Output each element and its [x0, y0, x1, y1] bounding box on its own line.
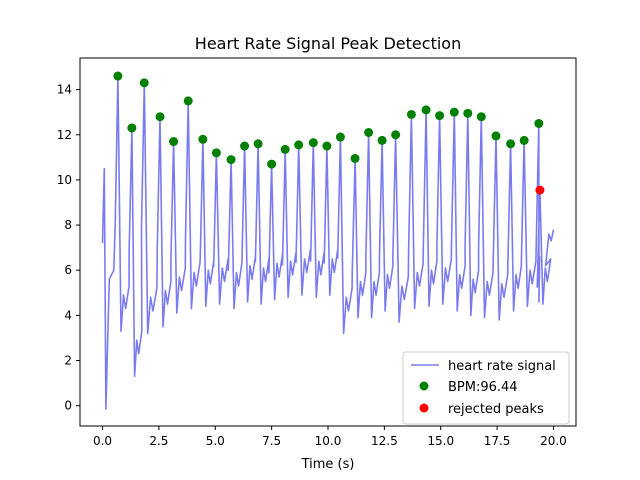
accepted-peak-point [198, 134, 208, 144]
y-tick-label: 10 [57, 173, 72, 187]
x-tick-label: 20.0 [540, 434, 567, 448]
accepted-peak-point [435, 111, 445, 121]
accepted-peak-point [226, 155, 236, 165]
accepted-peak-point [127, 123, 137, 133]
accepted-peak-point [322, 141, 332, 151]
accepted-peak-point [183, 96, 193, 106]
x-tick-label: 17.5 [484, 434, 511, 448]
legend-box [402, 351, 570, 425]
legend-accepted-swatch [419, 381, 429, 391]
accepted-peak-point [253, 139, 263, 149]
x-tick-label: 12.5 [371, 434, 398, 448]
accepted-peak-point [280, 144, 290, 154]
accepted-peak-point [519, 135, 529, 145]
accepted-peak-point [294, 140, 304, 150]
rejected-peak-point [535, 185, 545, 195]
legend: heart rate signal BPM:96.44 rejected pea… [402, 351, 570, 425]
accepted-peak-point [350, 153, 360, 163]
legend-signal-label: heart rate signal [448, 359, 556, 374]
accepted-peak-point [421, 105, 431, 115]
accepted-peak-point [463, 108, 473, 118]
accepted-peak-point [155, 112, 165, 122]
y-tick-label: 0 [64, 399, 72, 413]
accepted-peak-point [169, 137, 179, 147]
legend-rejected-label: rejected peaks [448, 402, 544, 417]
accepted-peak-point [267, 159, 277, 169]
legend-accepted-label: BPM:96.44 [448, 380, 518, 395]
y-tick-label: 2 [64, 354, 72, 368]
accepted-peak-point [240, 141, 250, 151]
y-tick-label: 14 [57, 83, 72, 97]
accepted-peak-point [491, 131, 501, 141]
accepted-peak-point [211, 148, 221, 158]
accepted-peak-point [534, 118, 544, 128]
accepted-peak-point [391, 130, 401, 140]
accepted-peak-point [113, 71, 123, 81]
accepted-peak-point [506, 139, 516, 149]
accepted-peak-point [406, 109, 416, 119]
x-tick-label: 0.0 [93, 434, 112, 448]
accepted-peak-point [449, 107, 459, 117]
x-tick-label: 10.0 [315, 434, 342, 448]
x-tick-label: 7.5 [262, 434, 281, 448]
accepted-peak-point [377, 135, 387, 145]
chart-title: Heart Rate Signal Peak Detection [195, 34, 461, 53]
x-tick-label: 5.0 [206, 434, 225, 448]
y-tick-label: 6 [64, 263, 72, 277]
accepted-peak-point [364, 128, 374, 138]
y-tick-label: 12 [57, 128, 72, 142]
heart-rate-signal-line [101, 75, 555, 410]
x-axis-label: Time (s) [301, 457, 355, 472]
accepted-peak-point [335, 132, 345, 142]
legend-rejected-swatch [419, 403, 429, 413]
accepted-peak-point [139, 78, 149, 88]
accepted-peak-point [476, 112, 486, 122]
x-tick-label: 15.0 [427, 434, 454, 448]
x-tick-label: 2.5 [149, 434, 168, 448]
y-tick-label: 8 [64, 218, 72, 232]
accepted-peak-point [308, 138, 318, 148]
y-tick-label: 4 [64, 308, 72, 322]
